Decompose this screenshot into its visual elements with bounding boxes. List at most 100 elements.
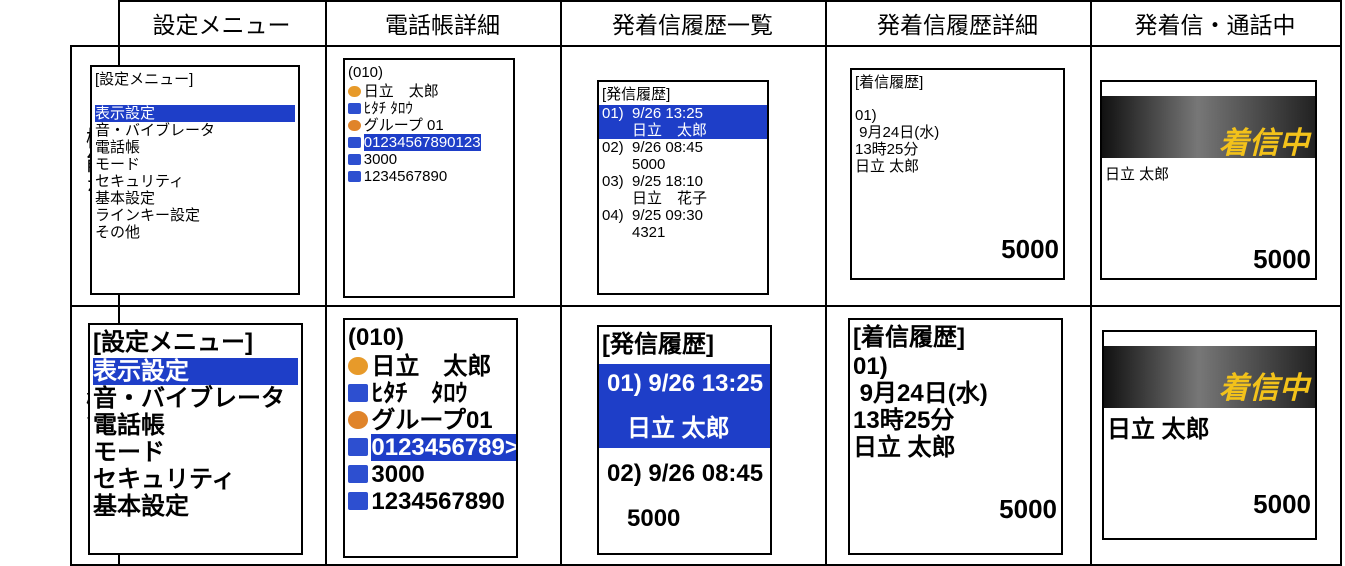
screen-title: [発信履歴] (602, 331, 714, 358)
amount: 5000 (1001, 234, 1059, 264)
list-item: グループ 01 (348, 117, 510, 134)
list-item: 基本設定 (93, 493, 298, 520)
screen-title: [着信履歴] (853, 324, 965, 351)
detail-line: 01) (853, 353, 888, 380)
incoming-banner: 着信中 (1104, 346, 1315, 408)
list-item: 0123456789> (348, 434, 516, 461)
item-text: 表示設定 (95, 105, 156, 122)
history-entry: 01) 9/26 13:25 日立 太郎 (599, 105, 767, 139)
list-item: 電話帳 (93, 412, 298, 439)
caller-name: 日立 太郎 (1107, 416, 1210, 443)
phone-screen: [着信履歴] 01) 9月24日(水) 13時25分 日立 太郎 5000 (848, 318, 1063, 555)
item-text: ラインキー設定 (95, 207, 201, 224)
list-item: モード (93, 439, 298, 466)
incoming-banner: 着信中 (1102, 96, 1315, 159)
list-item: セキュリティ (93, 466, 298, 493)
item-text: 表示設定 (93, 358, 189, 385)
icon (348, 492, 369, 510)
item-text: セキュリティ (95, 173, 185, 190)
item-text: セキュリティ (93, 466, 236, 493)
phone-screen: (010) 日立 太郎 ﾋﾀﾁ ﾀﾛｳ グループ01 0123456789> 3000 12… (343, 318, 518, 558)
history-name: 日立 太郎 (632, 122, 708, 139)
list-item: ﾋﾀﾁ ﾀﾛｳ (348, 380, 513, 407)
list-item: モード (95, 156, 295, 173)
grid-line (560, 0, 562, 566)
detail-line: 01) (855, 107, 877, 124)
list-item: セキュリティ (95, 173, 295, 190)
item-text: 電話帳 (95, 139, 141, 156)
detail-line: 9月24日(水) (853, 380, 988, 407)
item-text: 日立 太郎 (371, 353, 492, 380)
icon (348, 438, 369, 456)
amount: 5000 (999, 494, 1057, 524)
detail-line: 9月24日(水) (855, 124, 940, 141)
icon (348, 153, 361, 165)
list-item: 1234567890 (348, 488, 513, 515)
item-text: グループ01 (371, 407, 493, 434)
list-item: 日立 太郎 (348, 83, 510, 100)
item-text: 3000 (363, 151, 398, 168)
spacer (855, 93, 1060, 107)
history-name: 4321 (632, 224, 666, 241)
icon (348, 119, 361, 131)
list-item: 1234567890 (348, 168, 510, 185)
item-text: 01234567890123 (363, 134, 481, 151)
item-text: 電話帳 (93, 412, 165, 439)
list-item: ラインキー設定 (95, 207, 295, 224)
phone-screen: [発信履歴] 01) 9/26 13:25 日立 太郎 02) 9/26 08:45 5… (597, 80, 769, 295)
screen-title: [設定メニュー] (95, 71, 194, 88)
item-text: ﾋﾀﾁ ﾀﾛｳ (371, 380, 468, 407)
list-item: 基本設定 (95, 190, 295, 207)
detail-line: 13時25分 (855, 141, 919, 158)
list-item: 3000 (348, 151, 510, 168)
column-header: 発着信履歴一覧 (612, 12, 773, 39)
item-text: ﾋﾀﾁ ﾀﾛｳ (363, 100, 413, 117)
amount: 5000 (1253, 244, 1311, 274)
column-header: 発着信・通話中 (1134, 12, 1296, 39)
item-text: グループ 01 (363, 117, 444, 134)
detail-line: 13時25分 (853, 407, 955, 434)
detail-line: 日立 太郎 (853, 434, 956, 461)
history-head: 01) 9/26 13:25 (607, 370, 764, 397)
item-text: 音・バイブレータ (93, 385, 285, 412)
history-name: 5000 (627, 505, 681, 532)
grid-line (825, 0, 827, 566)
item-text: 音・バイブレータ (95, 122, 216, 139)
history-entry: 02) 9/26 08:45 5000 (599, 454, 770, 538)
item-text: モード (95, 156, 141, 173)
list-item: その他 (95, 224, 295, 241)
icon (348, 136, 361, 148)
grid-line (118, 0, 1340, 2)
grid-line (325, 0, 327, 566)
item-text: 1234567890 (363, 168, 448, 185)
list-item: グループ01 (348, 407, 513, 434)
phone-screen: [設定メニュー] 表示設定 音・バイブレータ 電話帳 モード セキュリティ 基本設定 (88, 323, 303, 555)
screen-title: (010) (348, 324, 405, 351)
item-text: 3000 (371, 461, 425, 488)
list-item: ﾋﾀﾁ ﾀﾛｳ (348, 100, 510, 117)
phone-screen: 着信中 日立 太郎 5000 (1102, 330, 1317, 540)
list-item: 3000 (348, 461, 513, 488)
history-entry: 04) 9/25 09:30 4321 (599, 207, 767, 241)
item-text: 0123456789> (371, 434, 518, 461)
column-header: 電話帳詳細 (385, 12, 500, 39)
icon (348, 384, 369, 402)
history-entry: 02) 9/26 08:45 5000 (599, 139, 767, 173)
phone-screen: [発信履歴] 01) 9/26 13:25 日立 太郎 02) 9/26 08:45 5… (597, 325, 772, 555)
history-name: 日立 花子 (632, 190, 708, 207)
icon (348, 102, 361, 114)
list-item: 表示設定 (95, 105, 295, 122)
icon (348, 357, 369, 375)
screen-title: [設定メニュー] (93, 329, 253, 356)
phone-screen: [設定メニュー] 表示設定 音・バイブレータ 電話帳 モード セキュリティ 基本設定 ラインキ… (90, 65, 300, 295)
column-header: 設定メニュー (152, 12, 291, 39)
history-name: 5000 (632, 156, 666, 173)
list-item: 電話帳 (95, 139, 295, 156)
item-text: 日立 太郎 (363, 83, 439, 100)
screen-title: [着信履歴] (855, 74, 924, 91)
detail-line: 日立 太郎 (855, 158, 920, 175)
list-item: 表示設定 (93, 358, 298, 385)
list-item: 日立 太郎 (348, 353, 513, 380)
list-item: 音・バイブレータ (93, 385, 298, 412)
icon (348, 465, 369, 483)
